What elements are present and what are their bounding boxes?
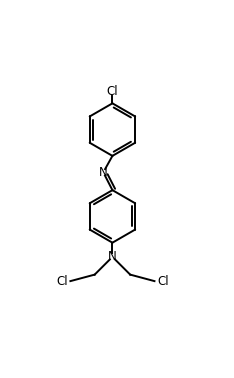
Text: Cl: Cl	[107, 85, 118, 98]
Text: Cl: Cl	[157, 275, 168, 288]
Text: N: N	[108, 250, 117, 263]
Text: Cl: Cl	[56, 275, 68, 288]
Text: N: N	[99, 166, 108, 179]
